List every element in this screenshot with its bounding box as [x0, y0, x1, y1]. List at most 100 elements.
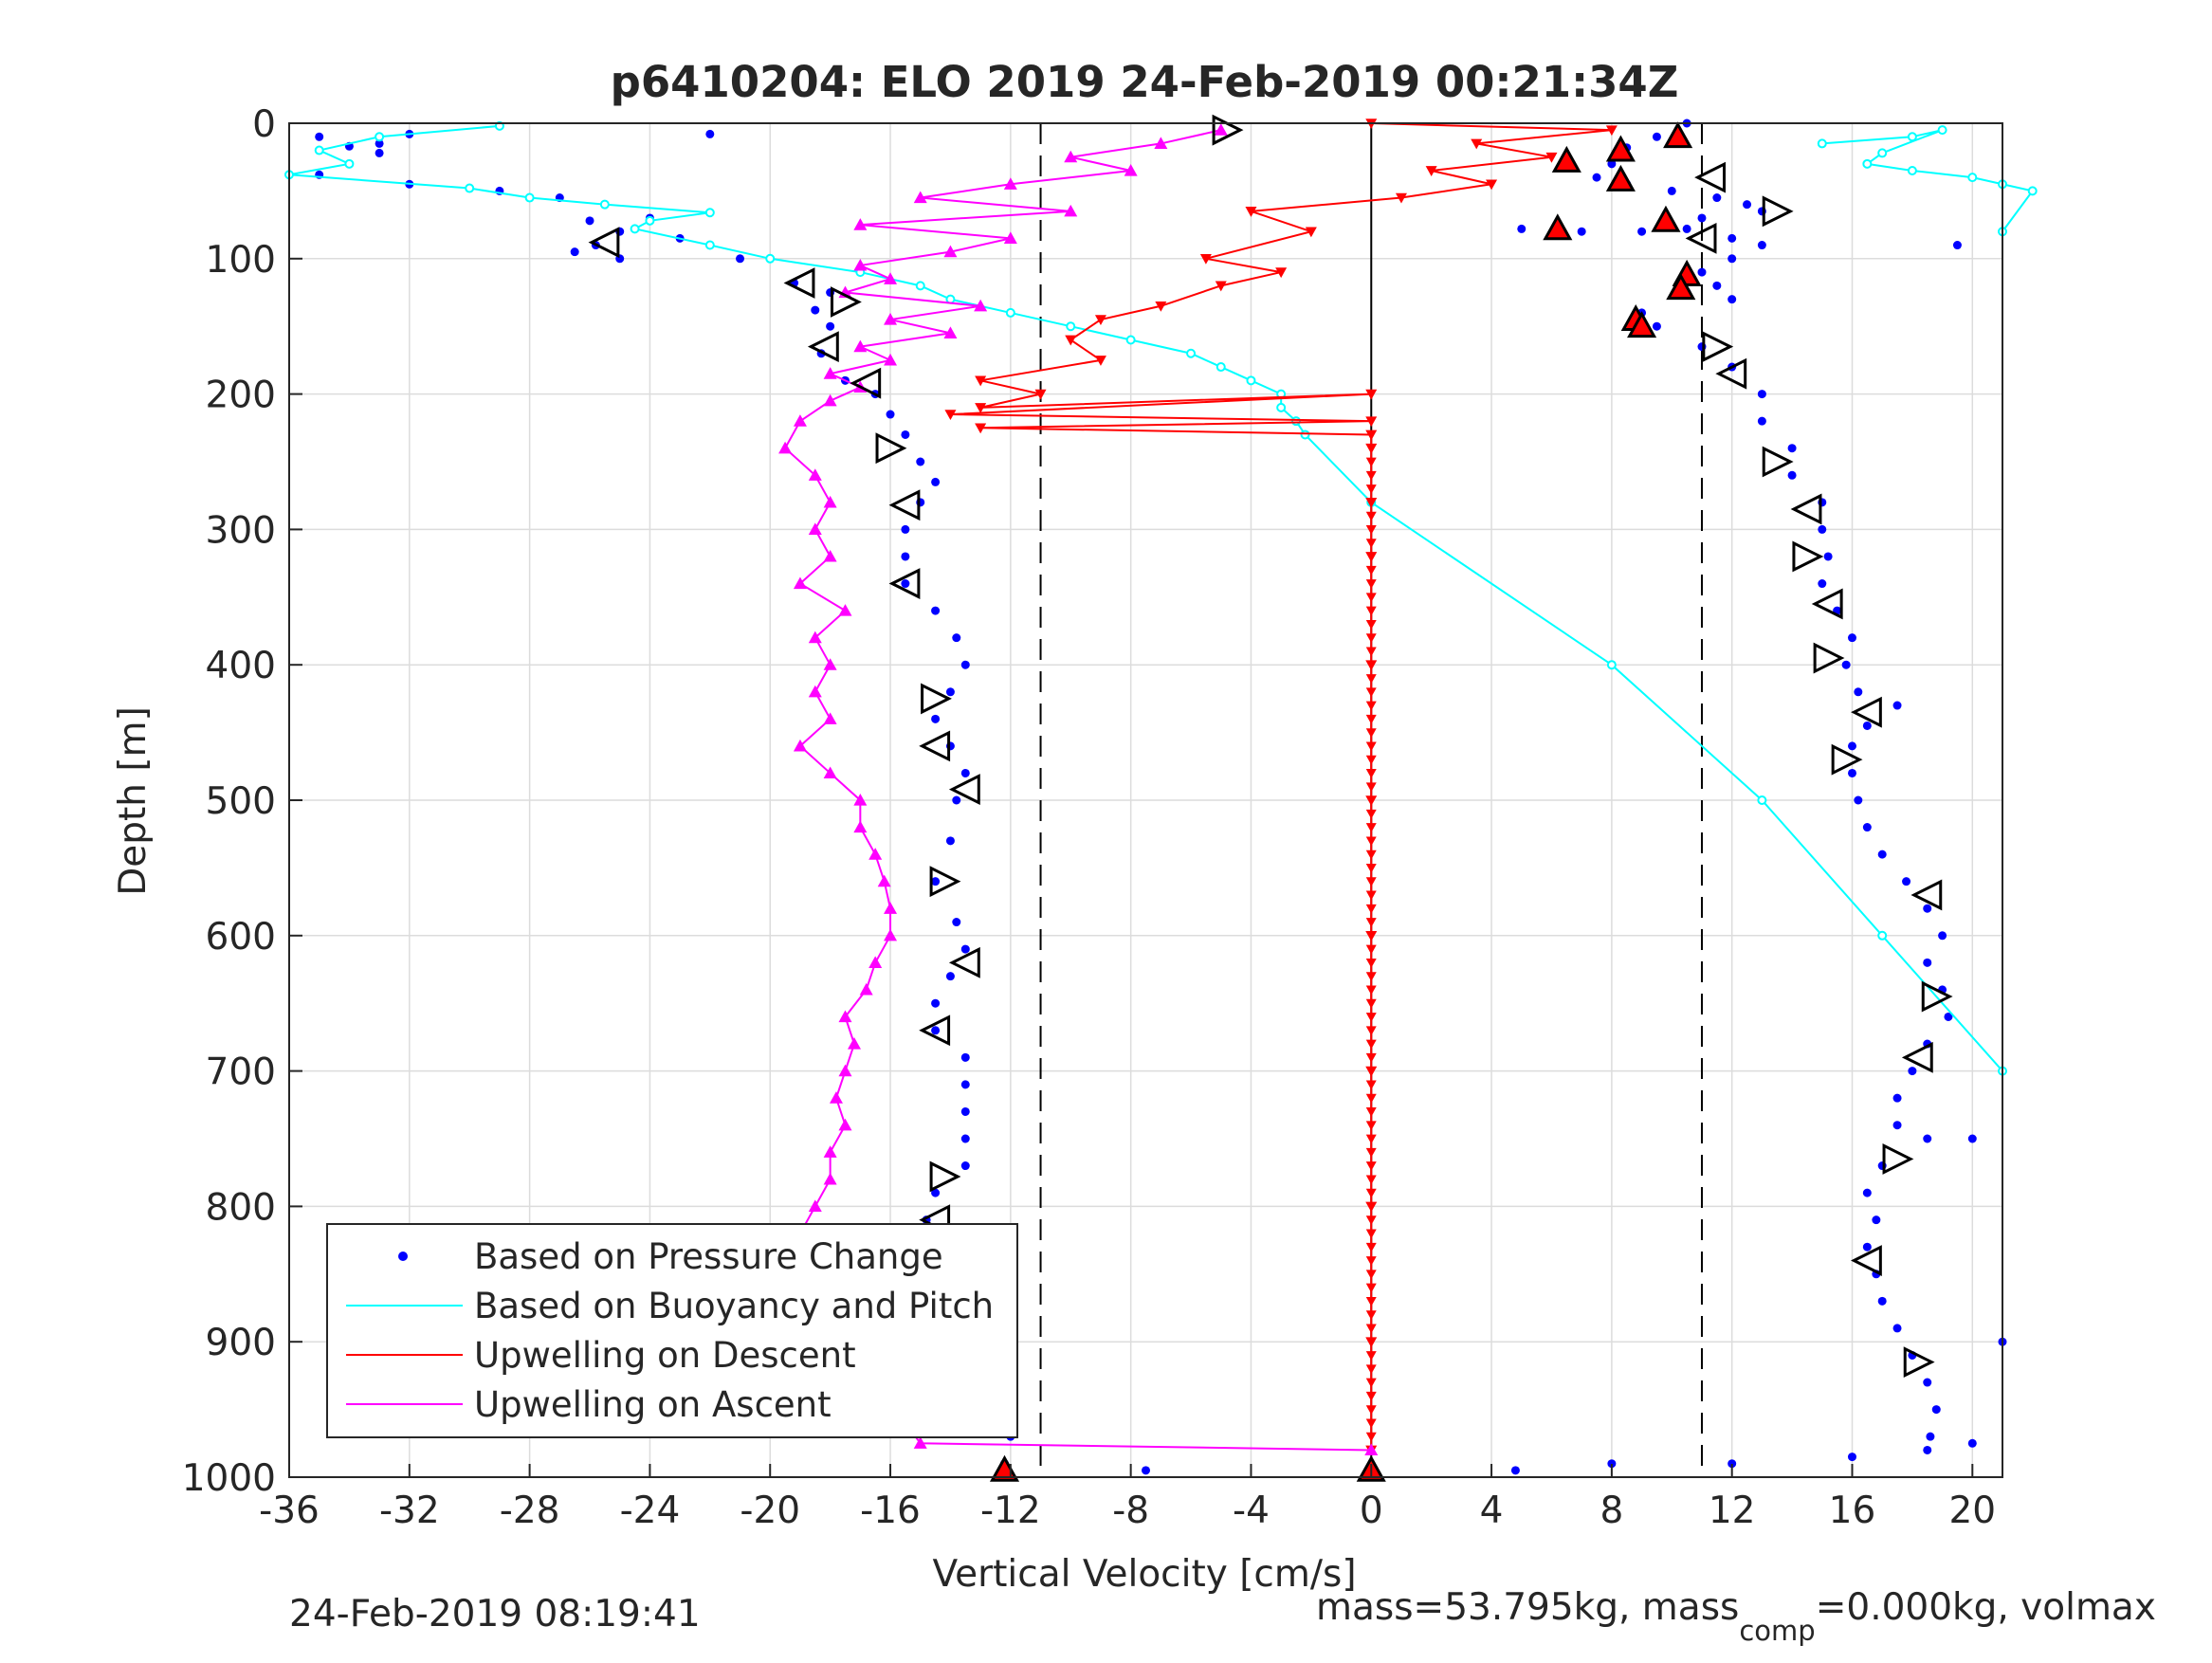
upwelling-descent-point — [1365, 823, 1377, 833]
upwelling-descent-point — [1365, 972, 1377, 982]
upwelling-ascent-point — [859, 982, 873, 996]
buoyancy-pitch-point — [465, 183, 475, 193]
upwelling-descent-point — [1365, 1121, 1377, 1131]
buoyancy-pitch-point — [1877, 148, 1888, 158]
pressure-change-point — [1862, 721, 1872, 730]
upwelling-descent-point — [1365, 1378, 1377, 1388]
upwelling-descent-point — [1365, 1432, 1377, 1442]
buoyancy-pitch-point — [314, 145, 324, 155]
upwelling-ascent-point — [884, 928, 898, 941]
x-axis: -36 -32 -28 -24 -20 -16 -12 -8 -4 0 4 8 12 16 20 — [259, 1464, 1996, 1532]
open-triangle-marker — [1882, 1142, 1914, 1175]
pressure-change-point — [960, 1052, 970, 1062]
open-triangle-marker — [875, 432, 907, 465]
pressure-change-point — [931, 877, 941, 886]
pressure-change-point — [1862, 1242, 1872, 1252]
upwelling-ascent-point — [1364, 1443, 1379, 1456]
pressure-change-point — [1931, 1405, 1941, 1415]
buoyancy-pitch-point — [1125, 335, 1136, 345]
upwelling-ascent-point — [877, 874, 891, 887]
upwelling-ascent-point — [1003, 231, 1017, 244]
upwelling-descent-point — [1365, 1310, 1377, 1321]
red-triangle-marker — [1551, 145, 1581, 173]
open-triangle-marker — [888, 489, 921, 521]
pressure-change-point — [1667, 186, 1676, 195]
upwelling-ascent-point — [808, 522, 822, 535]
pressure-change-point — [1607, 1459, 1617, 1469]
upwelling-descent-point — [1065, 335, 1077, 346]
upwelling-descent-point — [1275, 267, 1288, 279]
upwelling-descent-point — [1365, 511, 1377, 521]
legend-label: Based on Pressure Change — [474, 1236, 943, 1277]
y-axis-label: Depth [m] — [112, 706, 155, 896]
pressure-change-point — [1926, 1432, 1935, 1441]
y-tick-label: 600 — [206, 916, 276, 959]
upwelling-descent-point — [1365, 674, 1377, 684]
y-tick-label: 200 — [206, 375, 276, 417]
legend: Based on Pressure Change Based on Buoyanc… — [326, 1223, 1018, 1438]
pressure-change-point — [931, 606, 941, 615]
upwelling-descent-point — [1365, 1405, 1377, 1416]
pressure-change-point — [1607, 159, 1617, 169]
y-tick-label: 0 — [252, 103, 276, 146]
pressure-change-point — [1892, 1324, 1902, 1333]
pressure-change-point — [1847, 633, 1856, 643]
y-tick-label: 800 — [206, 1186, 276, 1229]
upwelling-ascent-point — [823, 393, 837, 407]
buoyancy-pitch-point — [645, 215, 655, 226]
upwelling-descent-point — [1365, 606, 1377, 616]
pressure-change-point — [1728, 295, 1737, 304]
pressure-change-point — [1577, 227, 1586, 236]
pressure-change-point — [960, 1080, 970, 1089]
upwelling-descent-point — [1365, 539, 1377, 549]
pressure-change-point — [952, 633, 961, 643]
upwelling-ascent-point — [823, 1145, 837, 1158]
y-tick-label: 700 — [206, 1051, 276, 1094]
pressure-change-point — [1743, 200, 1752, 210]
upwelling-descent-point — [1365, 1134, 1377, 1144]
upwelling-ascent-point — [1214, 123, 1228, 136]
upwelling-descent-point — [975, 423, 987, 434]
pressure-change-point — [1841, 660, 1851, 669]
open-triangle-marker — [1901, 1041, 1933, 1073]
upwelling-descent-point — [1365, 1147, 1377, 1158]
upwelling-ascent-point — [823, 766, 837, 779]
pressure-change-point — [916, 457, 925, 466]
upwelling-descent-point — [1365, 1418, 1377, 1429]
upwelling-ascent-point — [808, 685, 822, 698]
red-triangle-marker — [1666, 273, 1696, 301]
pressure-change-point — [1637, 227, 1647, 236]
upwelling-ascent-point — [853, 794, 868, 806]
buoyancy-pitch-point — [1757, 795, 1767, 805]
buoyancy-pitch-point — [344, 158, 355, 169]
upwelling-descent-point — [1365, 619, 1377, 630]
pressure-change-point — [1823, 552, 1833, 561]
pressure-change-point — [1854, 687, 1863, 697]
upwelling-descent-point — [1365, 741, 1377, 752]
upwelling-ascent-point — [823, 712, 837, 724]
upwelling-ascent-point — [853, 218, 868, 230]
chart-title: p6410204: ELO 2019 24-Feb-2019 00:21:34Z — [611, 57, 1679, 107]
pressure-change-point — [1757, 390, 1766, 399]
upwelling-ascent-point — [913, 191, 927, 204]
x-tick-label: -24 — [620, 1489, 681, 1532]
upwelling-ascent-point — [847, 1037, 861, 1050]
pressure-change-point — [585, 216, 594, 226]
pressure-change-point — [811, 305, 820, 315]
pressure-change-point — [901, 579, 910, 589]
pressure-change-point — [375, 148, 384, 157]
pressure-change-point — [931, 714, 941, 723]
pressure-change-point — [931, 477, 941, 486]
open-triangle-marker — [830, 286, 862, 318]
legend-box — [326, 1223, 1018, 1438]
open-triangle-marker — [1762, 195, 1794, 228]
upwelling-ascent-point — [808, 1199, 822, 1212]
pressure-change-point — [1902, 877, 1911, 886]
buoyancy-pitch-point — [375, 132, 385, 142]
buoyancy-pitch-point — [915, 281, 925, 291]
x-tick-label: 4 — [1480, 1489, 1504, 1532]
pressure-change-point — [1757, 416, 1766, 426]
pressure-change-point — [1892, 701, 1902, 710]
x-tick-label: 12 — [1709, 1489, 1756, 1532]
upwelling-descent-point — [1365, 782, 1377, 793]
